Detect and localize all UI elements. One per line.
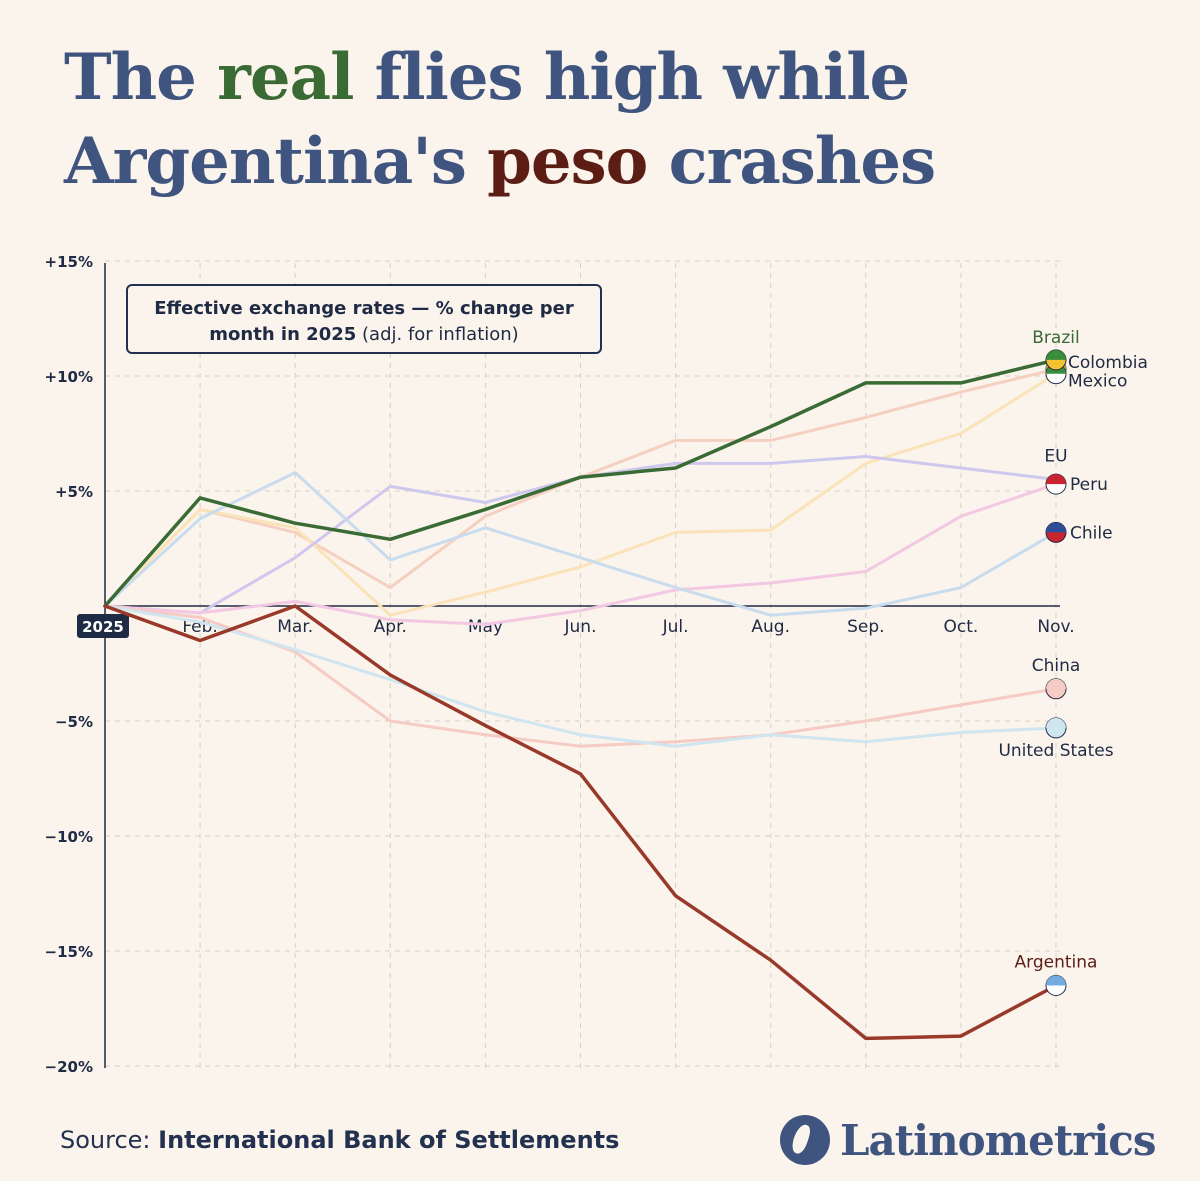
source-name: International Bank of Settlements	[158, 1126, 620, 1154]
chart-grid	[105, 260, 1060, 1068]
x-tick-label: Jun.	[564, 617, 597, 637]
x-tick-label: Nov.	[1037, 617, 1074, 637]
y-tick-label: −20%	[45, 1058, 93, 1076]
x-tick-label: 2025	[82, 618, 124, 636]
y-tick-label: −15%	[45, 943, 93, 961]
title-line1-after: flies high while	[353, 40, 911, 115]
page-title: The real flies high while Argentina's pe…	[64, 36, 936, 204]
flag-icon-half	[1046, 349, 1066, 360]
title-peso-highlight: peso	[487, 124, 648, 199]
chart-series	[103, 358, 1058, 1041]
series-end-label: Argentina	[1015, 953, 1098, 973]
flag-icon-half	[1046, 474, 1066, 485]
series-line-chile	[103, 471, 1058, 617]
x-tick-label: Apr.	[374, 617, 407, 637]
series-line-argentina	[103, 604, 1058, 1041]
series-line-brazil	[103, 358, 1058, 608]
flag-icon-half	[1046, 717, 1066, 728]
flag-icon-half	[1046, 522, 1066, 533]
series-end-label: Peru	[1070, 475, 1108, 495]
series-line-peru	[103, 482, 1058, 626]
brand-logo-block: Latinometrics	[780, 1112, 1157, 1168]
flag-icon-half	[1046, 678, 1066, 689]
source-label: Source:	[60, 1126, 151, 1154]
y-tick-label: +10%	[45, 368, 93, 386]
series-line-united-states	[103, 604, 1058, 748]
y-tick-label: +5%	[55, 483, 93, 501]
flag-icon-half	[1046, 975, 1066, 986]
chart-subtitle-box: Effective exchange rates — % change per …	[126, 284, 602, 354]
y-tick-label: −10%	[45, 828, 93, 846]
brand-name: Latinometrics	[840, 1115, 1157, 1165]
series-end-label: EU	[1044, 447, 1067, 467]
x-tick-label: Mar.	[277, 617, 313, 637]
title-line1-before: The	[64, 40, 218, 115]
y-tick-label: +15%	[45, 253, 93, 271]
source-note: Source: International Bank of Settlement…	[60, 1126, 619, 1154]
x-tick-label: Jul.	[662, 617, 689, 637]
x-tick-label: May	[468, 617, 503, 637]
x-tick-badge	[77, 614, 129, 638]
latin-america-map-icon	[780, 1115, 830, 1165]
series-end-label: Brazil	[1032, 328, 1079, 348]
x-tick-label: Sep.	[847, 617, 884, 637]
title-real-highlight: real	[217, 40, 354, 115]
series-end-label: Mexico	[1068, 372, 1127, 392]
y-tick-label: −5%	[55, 713, 93, 731]
subtitle-bold: Effective exchange rates — % change per …	[154, 298, 574, 345]
subtitle-normal: (adj. for inflation)	[362, 324, 519, 345]
series-end-label: China	[1032, 656, 1081, 676]
x-tick-label: Aug.	[751, 617, 790, 637]
x-tick-label: Oct.	[944, 617, 979, 637]
title-line2-after: crashes	[647, 124, 936, 199]
series-line-mexico	[103, 372, 1058, 617]
series-end-label: Chile	[1070, 523, 1113, 543]
title-line2-before: Argentina's	[64, 124, 488, 199]
series-end-label: Colombia	[1068, 353, 1148, 373]
series-end-label: United States	[998, 741, 1113, 761]
